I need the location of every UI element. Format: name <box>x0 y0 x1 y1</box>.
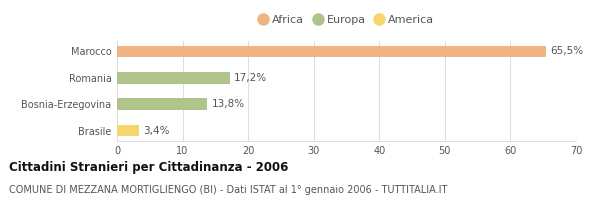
Text: 65,5%: 65,5% <box>550 46 584 56</box>
Text: 3,4%: 3,4% <box>143 126 170 136</box>
Text: Cittadini Stranieri per Cittadinanza - 2006: Cittadini Stranieri per Cittadinanza - 2… <box>9 161 289 174</box>
Bar <box>117 46 547 57</box>
Text: 13,8%: 13,8% <box>211 99 245 109</box>
Bar <box>117 98 208 110</box>
Text: COMUNE DI MEZZANA MORTIGLIENGO (BI) - Dati ISTAT al 1° gennaio 2006 - TUTTITALIA: COMUNE DI MEZZANA MORTIGLIENGO (BI) - Da… <box>9 185 448 195</box>
Legend: Africa, Europa, America: Africa, Europa, America <box>257 12 436 27</box>
Text: 17,2%: 17,2% <box>234 73 267 83</box>
Bar <box>117 125 139 136</box>
Bar <box>117 72 230 84</box>
